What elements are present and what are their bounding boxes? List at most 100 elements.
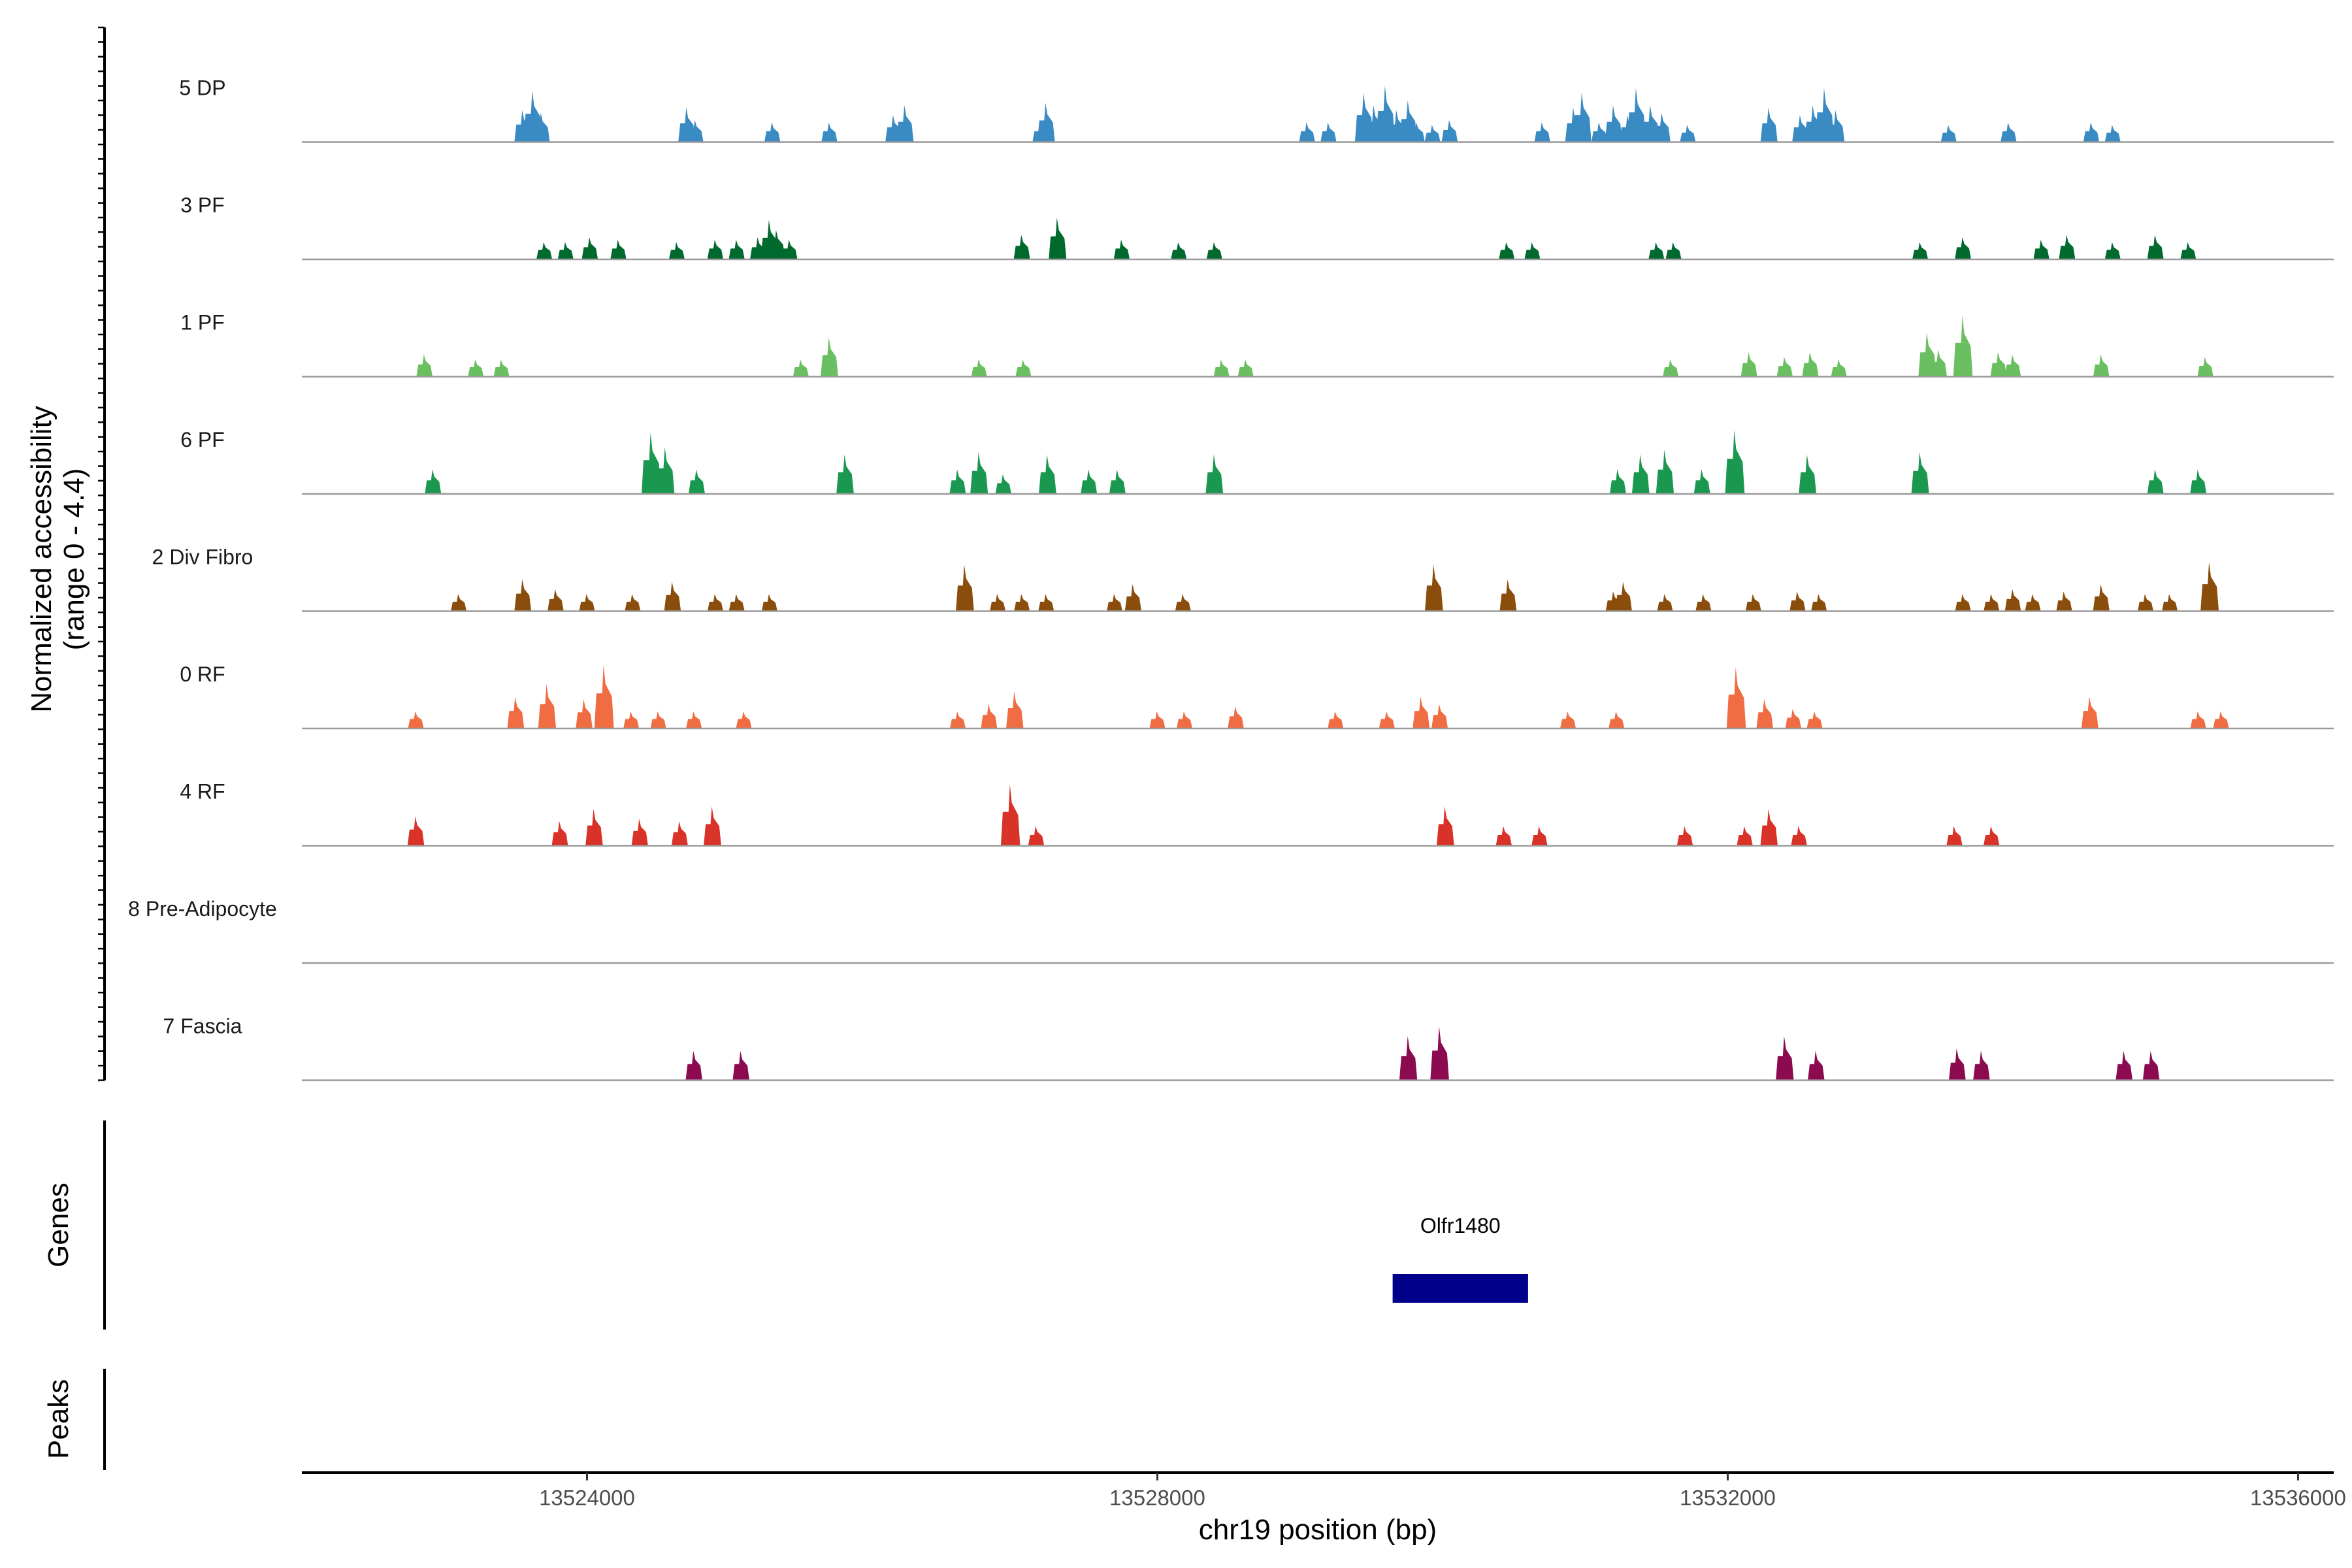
peak-6-pf-10: [1081, 469, 1098, 494]
peak-6-pf-16: [1693, 469, 1710, 494]
peak-4-rf-16: [1984, 826, 2000, 846]
peak-6-pf-3: [656, 447, 675, 494]
peak-4-rf-15: [1946, 826, 1963, 846]
peak-7-fascia-5: [1808, 1051, 1825, 1081]
peak-0-rf-14: [1228, 706, 1244, 728]
peak-7-fascia-1: [732, 1051, 749, 1081]
peak-5-dp-12: [1320, 122, 1337, 142]
peak-5-dp-24: [1591, 122, 1608, 142]
peak-0-rf-1: [507, 696, 525, 728]
peak-1-pf-6: [1015, 359, 1032, 377]
x-tick-label: 13536000: [2250, 1486, 2346, 1510]
track-4-rf: 4 RF: [180, 780, 2334, 847]
peak-5-dp-37: [2001, 122, 2017, 142]
peak-2-div-fibro-6: [707, 594, 723, 612]
peak-3-pf-23: [2059, 235, 2076, 259]
peak-5-dp-10: [1037, 103, 1055, 142]
peak-6-pf-6: [949, 469, 966, 494]
peak-6-pf-0: [425, 469, 442, 494]
peak-3-pf-17: [1524, 242, 1541, 259]
peak-5-dp-35: [1827, 110, 1845, 142]
peak-5-dp-27: [1627, 88, 1646, 142]
peak-3-pf-9: [768, 229, 785, 259]
peak-2-div-fibro-16: [1425, 564, 1443, 612]
peak-4-rf-9: [1495, 826, 1512, 846]
peak-6-pf-20: [2147, 469, 2164, 494]
peak-2-div-fibro-17: [1499, 579, 1517, 612]
x-axis: 13524000 13528000 13532000 13536000: [302, 1471, 2346, 1510]
peak-6-pf-4: [689, 469, 705, 494]
peak-0-rf-9: [949, 711, 966, 728]
peak-0-rf-17: [1413, 696, 1430, 728]
peak-0-rf-20: [1609, 711, 1625, 728]
peak-5-dp-18: [1409, 122, 1425, 142]
peak-6-pf-11: [1109, 469, 1126, 494]
peak-2-div-fibro-26: [1984, 594, 2000, 612]
peak-2-div-fibro-14: [1124, 584, 1141, 612]
peak-4-rf-1: [551, 821, 568, 846]
peak-0-rf-13: [1176, 711, 1192, 728]
peak-4-rf-8: [1436, 806, 1454, 846]
peak-7-fascia-8: [2115, 1051, 2132, 1081]
peak-2-div-fibro-8: [761, 594, 777, 612]
x-tick-label: 13524000: [539, 1486, 635, 1510]
peak-1-pf-7: [1213, 359, 1230, 377]
gene-olfr1480-bar[interactable]: [1392, 1274, 1528, 1303]
peak-5-dp-2: [532, 112, 550, 142]
peak-4-rf-3: [631, 819, 648, 846]
peak-2-div-fibro-28: [2025, 594, 2041, 612]
peak-2-div-fibro-19: [1615, 581, 1632, 612]
peak-0-rf-8: [736, 711, 752, 728]
peak-0-rf-22: [1756, 698, 1773, 728]
peak-2-div-fibro-32: [2162, 594, 2178, 612]
peak-5-dp-38: [2083, 122, 2100, 142]
peak-2-div-fibro-30: [2093, 584, 2110, 612]
track-label: 0 RF: [180, 662, 225, 686]
track-label: 4 RF: [180, 780, 225, 804]
genes-panel: Genes Olfr1480: [42, 1120, 1528, 1330]
peak-5-dp-5: [764, 122, 781, 142]
peak-4-rf-11: [1676, 826, 1693, 846]
peak-6-pf-21: [2190, 469, 2207, 494]
peak-6-pf-15: [1656, 449, 1674, 494]
peak-6-pf-7: [970, 452, 988, 494]
x-axis-title: chr19 position (bp): [1199, 1514, 1437, 1546]
peak-0-rf-12: [1149, 711, 1166, 728]
peak-6-pf-19: [1911, 452, 1929, 494]
peak-0-rf-27: [2213, 711, 2229, 728]
peak-1-pf-14: [1918, 332, 1936, 377]
peak-0-rf-10: [981, 704, 998, 728]
peak-3-pf-26: [2180, 242, 2197, 259]
track-3-pf: 3 PF: [180, 193, 2334, 261]
peak-2-div-fibro-21: [1695, 594, 1712, 612]
peak-4-rf-5: [704, 806, 721, 846]
track-6-pf: 6 PF: [180, 428, 2334, 495]
peak-4-rf-10: [1531, 826, 1548, 846]
peak-1-pf-12: [1802, 351, 1819, 377]
peak-2-div-fibro-1: [514, 579, 532, 612]
peak-0-rf-4: [594, 664, 614, 728]
peak-3-pf-5: [707, 239, 724, 259]
peak-1-pf-18: [2004, 354, 2021, 377]
peak-2-div-fibro-7: [728, 594, 745, 612]
peak-5-dp-23: [1573, 93, 1592, 142]
peak-5-dp-36: [1940, 125, 1957, 142]
peak-3-pf-12: [1049, 218, 1067, 259]
peak-4-rf-13: [1760, 809, 1778, 846]
peak-0-rf-7: [686, 711, 702, 728]
peak-2-div-fibro-27: [2004, 589, 2021, 612]
peak-4-rf-12: [1737, 826, 1753, 846]
peak-0-rf-24: [1806, 711, 1823, 728]
x-tick-label: 13532000: [1680, 1486, 1776, 1510]
peak-6-pf-14: [1631, 454, 1650, 494]
peak-3-pf-19: [1665, 242, 1682, 259]
peak-7-fascia-2: [1399, 1036, 1418, 1081]
peak-2-div-fibro-0: [451, 594, 467, 612]
peak-5-dp-39: [2104, 125, 2121, 142]
peak-1-pf-1: [468, 359, 484, 377]
peak-1-pf-0: [416, 354, 433, 377]
track-label: 3 PF: [180, 193, 225, 217]
peak-0-rf-3: [576, 698, 593, 728]
peak-3-pf-11: [1013, 235, 1030, 259]
peak-1-pf-5: [971, 359, 987, 377]
